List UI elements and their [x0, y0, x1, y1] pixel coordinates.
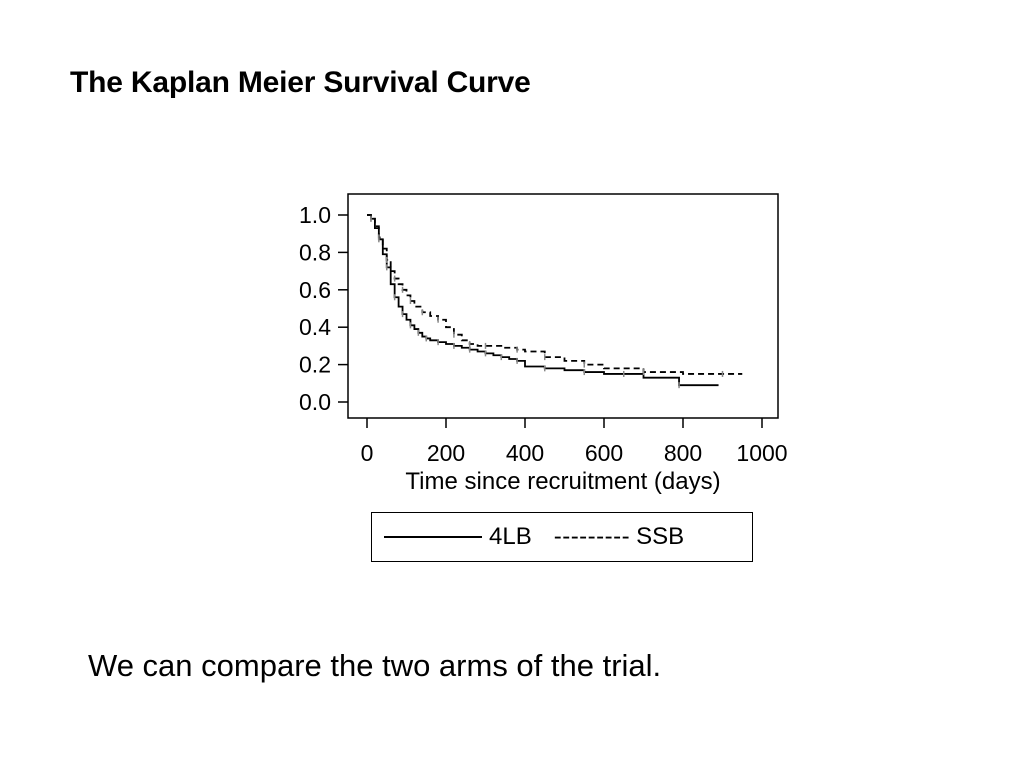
y-tick-label: 0.6	[299, 277, 331, 303]
plot-frame	[347, 193, 779, 419]
x-tick-label: 0	[361, 440, 374, 466]
series-line-4lb	[367, 214, 719, 387]
legend-label-4lb: 4LB	[489, 523, 532, 550]
x-axis: 0 200 400 600 800 1000	[361, 418, 788, 466]
x-tick-label: 200	[427, 440, 465, 466]
x-tick-label: 800	[664, 440, 702, 466]
legend: 4LB --------- SSB	[371, 512, 753, 562]
slide-title: The Kaplan Meier Survival Curve	[70, 66, 531, 99]
slide-caption: We can compare the two arms of the trial…	[88, 648, 662, 683]
y-tick-label: 0.2	[299, 352, 331, 378]
x-axis-label: Time since recruitment (days)	[405, 468, 720, 495]
y-tick-label: 0.4	[299, 314, 331, 340]
series-layer	[367, 214, 743, 389]
series-line-ssb	[367, 214, 743, 375]
legend-solid-line-swatch	[384, 536, 482, 538]
legend-dashed-line-swatch: ---------	[553, 523, 631, 550]
y-tick-label: 1.0	[299, 202, 331, 228]
x-tick-label: 1000	[736, 440, 787, 466]
legend-label-ssb: SSB	[636, 523, 685, 550]
y-axis: 0.0 0.2 0.4 0.6 0.8 1.0	[299, 202, 348, 415]
x-tick-label: 400	[506, 440, 544, 466]
y-tick-label: 0.8	[299, 239, 331, 265]
x-tick-label: 600	[585, 440, 623, 466]
y-tick-label: 0.0	[299, 389, 331, 415]
